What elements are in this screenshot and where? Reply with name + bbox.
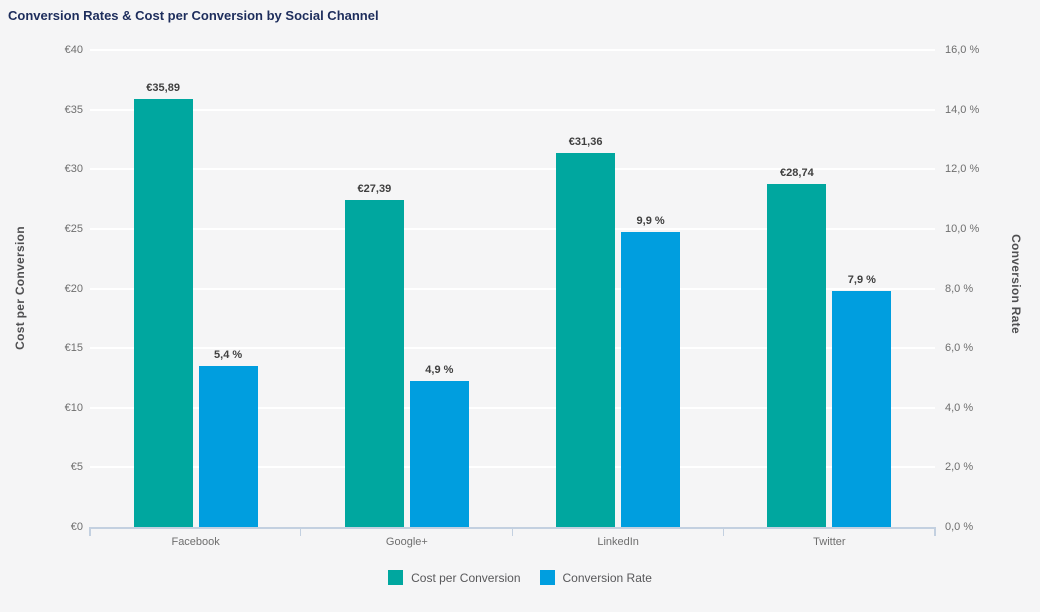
bar-value-label: 5,4 % bbox=[214, 349, 243, 362]
x-axis-tick-mark bbox=[89, 527, 91, 536]
gridline bbox=[90, 49, 935, 51]
legend-swatch-icon bbox=[388, 570, 404, 585]
plot-area: €35,89 €27,39 €31,36 €28,74 5,4 % 4,9 % 9,9 % 7… bbox=[90, 49, 935, 529]
legend-label: Cost per Conversion bbox=[411, 570, 521, 585]
right-axis-tick-label: 2,0 % bbox=[945, 461, 974, 474]
left-axis-tick-label: €15 bbox=[64, 342, 83, 355]
chart-title: Conversion Rates & Cost per Conversion b… bbox=[8, 8, 379, 23]
bar-value-label: €27,39 bbox=[357, 183, 392, 196]
bar bbox=[409, 380, 469, 527]
gridline bbox=[90, 168, 935, 171]
legend-item[interactable]: Cost per Conversion bbox=[388, 570, 521, 585]
gridline bbox=[90, 347, 935, 350]
right-axis-title: Conversion Rate bbox=[1009, 234, 1023, 334]
gridline bbox=[90, 287, 935, 290]
left-axis-tick-label: €30 bbox=[64, 163, 83, 176]
category-label: LinkedIn bbox=[597, 536, 639, 548]
gridline bbox=[90, 406, 935, 409]
legend: Cost per Conversion Conversion Rate bbox=[0, 570, 1040, 585]
legend-label: Conversion Rate bbox=[562, 570, 652, 585]
gridline bbox=[90, 108, 935, 111]
category-label: Facebook bbox=[171, 536, 220, 548]
bar-value-label: 7,9 % bbox=[847, 274, 876, 287]
legend-swatch-icon bbox=[539, 570, 555, 585]
bar-value-label: 4,9 % bbox=[425, 363, 454, 376]
legend-item[interactable]: Conversion Rate bbox=[539, 570, 652, 585]
right-axis-tick-label: 6,0 % bbox=[945, 342, 974, 355]
left-axis-tick-label: €5 bbox=[70, 461, 83, 474]
left-axis-tick-label: €40 bbox=[64, 44, 83, 56]
bar bbox=[832, 291, 892, 527]
x-axis-tick-mark bbox=[722, 527, 724, 536]
bar-value-label: 9,9 % bbox=[636, 214, 665, 227]
left-axis-tick-label: €10 bbox=[64, 401, 83, 414]
right-axis-tick-label: 10,0 % bbox=[945, 222, 980, 235]
x-axis-tick-mark bbox=[934, 527, 936, 536]
bar-value-label: €35,89 bbox=[146, 82, 180, 95]
left-axis-tick-label: €25 bbox=[64, 222, 83, 235]
x-axis-tick-mark bbox=[511, 527, 513, 536]
bar bbox=[621, 231, 681, 527]
bar bbox=[198, 366, 258, 527]
x-axis-tick-mark bbox=[300, 527, 302, 536]
right-axis-tick-label: 16,0 % bbox=[945, 44, 980, 56]
bar bbox=[133, 99, 193, 527]
gridline bbox=[90, 466, 935, 469]
right-axis-tick-label: 8,0 % bbox=[945, 282, 974, 295]
right-axis-tick-label: 12,0 % bbox=[945, 163, 980, 176]
right-axis-tick-label: 14,0 % bbox=[945, 103, 980, 116]
bar bbox=[344, 200, 404, 527]
bar bbox=[767, 184, 827, 527]
bar bbox=[556, 153, 616, 527]
left-axis-tick-label: €20 bbox=[64, 282, 83, 295]
gridline bbox=[90, 227, 935, 230]
right-axis-tick-label: 0,0 % bbox=[945, 521, 974, 533]
bar-value-label: €31,36 bbox=[568, 136, 603, 149]
left-axis-tick-label: €35 bbox=[64, 103, 83, 116]
category-label: Twitter bbox=[813, 536, 846, 548]
left-axis-tick-label: €0 bbox=[70, 521, 83, 533]
bar-value-label: €28,74 bbox=[780, 167, 814, 180]
right-axis-tick-label: 4,0 % bbox=[945, 401, 974, 414]
category-label: Google+ bbox=[385, 536, 428, 548]
